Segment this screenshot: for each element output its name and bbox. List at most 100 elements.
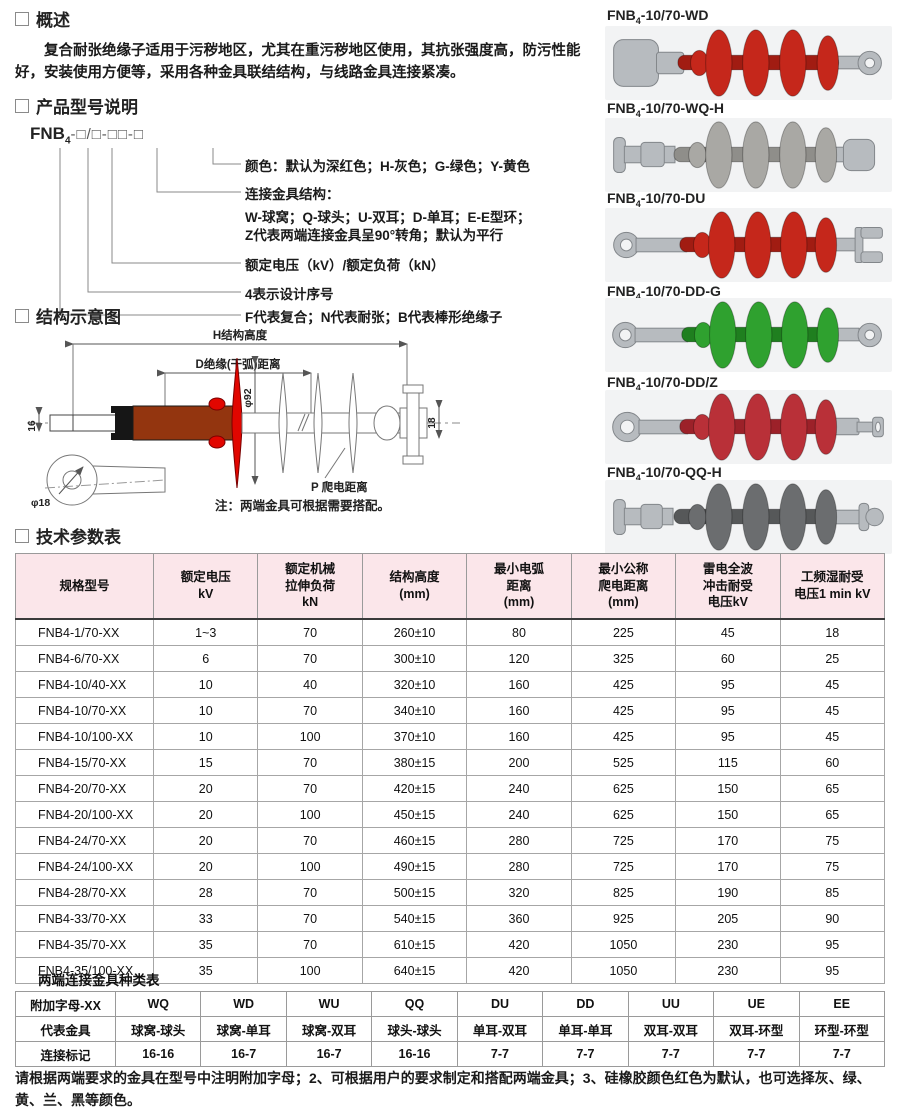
fitting-cell: 7-7 xyxy=(456,1041,544,1067)
fitting-cell: 7-7 xyxy=(798,1041,885,1067)
fitting-cell: DD xyxy=(542,991,629,1017)
spec-value-cell: 65 xyxy=(779,775,886,802)
spec-row: FNB4-28/70-XX 28 70 500±15 320 825 190 85 xyxy=(15,879,886,906)
spec-header-cell: 结构高度 (mm) xyxy=(361,553,468,620)
spec-value-cell: 25 xyxy=(779,645,886,672)
spec-value-cell: 300±10 xyxy=(361,645,468,672)
dim-18-label: 18 xyxy=(427,417,438,429)
spec-value-cell: 95 xyxy=(675,723,781,750)
spec-value-cell: 160 xyxy=(466,697,572,724)
square-bullet-icon xyxy=(15,98,29,113)
spec-value-cell: 240 xyxy=(466,775,572,802)
fitting-cell: WQ xyxy=(114,991,202,1017)
spec-row: FNB4-20/100-XX 20 100 450±15 240 625 150 65 xyxy=(15,801,886,828)
structure-diagram: H结构高度 D绝缘(干弧)距离 16 φ92 xyxy=(15,328,515,526)
spec-model-cell: FNB4-20/70-XX xyxy=(15,775,154,802)
square-bullet-icon xyxy=(15,11,29,26)
spec-value-cell: 150 xyxy=(675,775,781,802)
spec-value-cell: 640±15 xyxy=(361,957,468,984)
spec-value-cell: 230 xyxy=(675,931,781,958)
fitting-cell: 单耳-双耳 xyxy=(456,1016,544,1042)
spec-value-cell: 625 xyxy=(570,775,677,802)
spec-value-cell: 610±15 xyxy=(361,931,468,958)
spec-value-cell: 425 xyxy=(570,697,677,724)
spec-value-cell: 325 xyxy=(570,645,677,672)
section-overview-heading: 概述 xyxy=(15,6,70,31)
designation-line: 额定电压（kV）/额定负荷（kN） xyxy=(245,258,445,273)
section-title: 技术参数表 xyxy=(36,528,121,547)
product-label: FNB4-10/70-DD-G xyxy=(607,283,721,302)
fitting-cell: 16-7 xyxy=(200,1041,287,1067)
fitting-table: 附加字母-XX WQ WD WU QQ DU DD UU UE EE 代表金具 球窝-球头 球窝-单耳球… xyxy=(15,991,885,1067)
model-boxes: -□/□-□□-□ xyxy=(70,126,144,143)
spec-row: FNB4-24/70-XX 20 70 460±15 280 725 170 75 xyxy=(15,827,886,854)
spec-value-cell: 40 xyxy=(257,671,363,698)
fitting-cell: QQ xyxy=(371,991,458,1017)
spec-value-cell: 85 xyxy=(779,879,886,906)
spec-model-cell: FNB4-6/70-XX xyxy=(15,645,154,672)
spec-value-cell: 200 xyxy=(466,749,572,776)
spec-row: FNB4-10/100-XX 10 100 370±10 160 425 95 45 xyxy=(15,723,886,750)
spec-value-cell: 420±15 xyxy=(361,775,468,802)
spec-value-cell: 28 xyxy=(152,879,259,906)
fitting-cell: 球窝-球头 xyxy=(114,1016,202,1042)
spec-value-cell: 10 xyxy=(152,697,259,724)
model-designation-diagram: FNB4-□/□-□□-□ 颜色：默认为深红色；H-灰色；G-绿色；Y-黄色 连… xyxy=(15,118,600,330)
section-title: 概述 xyxy=(36,11,70,30)
spec-model-cell: FNB4-33/70-XX xyxy=(15,905,154,932)
spec-value-cell: 260±10 xyxy=(361,618,468,646)
spec-value-cell: 20 xyxy=(152,801,259,828)
spec-value-cell: 45 xyxy=(779,723,886,750)
fitting-row: 连接标记 16-16 16-7 16-7 16-16 7-7 7-7 7-7 7-7 7-7 xyxy=(15,1041,885,1067)
insulator-photo-qq-h xyxy=(605,480,892,554)
spec-row: FNB4-35/100-XX 35 100 640±15 420 1050 230 95 xyxy=(15,957,886,984)
product-label: FNB4-10/70-QQ-H xyxy=(607,464,722,483)
spec-value-cell: 230 xyxy=(675,957,781,984)
spec-value-cell: 70 xyxy=(257,905,363,932)
fitting-cell: 7-7 xyxy=(627,1041,715,1067)
product-label: FNB4-10/70-WQ-H xyxy=(607,100,725,119)
spec-value-cell: 95 xyxy=(675,697,781,724)
square-bullet-icon xyxy=(15,308,29,323)
spec-value-cell: 500±15 xyxy=(361,879,468,906)
spec-value-cell: 95 xyxy=(779,957,886,984)
fitting-cell: 球窝-单耳 xyxy=(200,1016,287,1042)
spec-value-cell: 540±15 xyxy=(361,905,468,932)
spec-value-cell: 320±10 xyxy=(361,671,468,698)
spec-model-cell: FNB4-10/40-XX xyxy=(15,671,154,698)
spec-row: FNB4-10/70-XX 10 70 340±10 160 425 95 45 xyxy=(15,697,886,724)
spec-header-cell: 最小电弧 距离 (mm) xyxy=(466,553,572,620)
spec-value-cell: 70 xyxy=(257,697,363,724)
spec-value-cell: 95 xyxy=(675,671,781,698)
dim-16-label: 16 xyxy=(27,420,38,432)
fitting-cell: 16-7 xyxy=(285,1041,373,1067)
spec-value-cell: 100 xyxy=(257,853,363,880)
spec-value-cell: 170 xyxy=(675,853,781,880)
spec-header-cell: 最小公称 爬电距离 (mm) xyxy=(570,553,677,620)
fitting-table-title: 两端连接金具种类表 xyxy=(38,973,160,988)
square-bullet-icon xyxy=(15,528,29,543)
spec-value-cell: 20 xyxy=(152,775,259,802)
fitting-cell: 球头-球头 xyxy=(371,1016,458,1042)
fitting-cell: WD xyxy=(200,991,287,1017)
fitting-cell: UU xyxy=(627,991,715,1017)
spec-value-cell: 120 xyxy=(466,645,572,672)
spec-table-body: FNB4-1/70-XX 1~3 70 260±10 80 225 45 18 FNB4-6/7… xyxy=(15,618,886,984)
spec-value-cell: 15 xyxy=(152,749,259,776)
fitting-cell: 7-7 xyxy=(713,1041,800,1067)
spec-value-cell: 205 xyxy=(675,905,781,932)
model-formula: FNB4-□/□-□□-□ xyxy=(30,124,144,146)
fitting-cell: 环型-环型 xyxy=(798,1016,885,1042)
spec-model-cell: FNB4-15/70-XX xyxy=(15,749,154,776)
spec-header-row: 规格型号 额定电压 kV 额定机械 拉伸负荷 kN 结构高度 (mm) 最小电弧 距离 … xyxy=(15,553,886,620)
spec-value-cell: 160 xyxy=(466,671,572,698)
designation-connector-lines xyxy=(59,148,241,316)
spec-header-cell: 雷电全波 冲击耐受 电压kV xyxy=(675,553,781,620)
product-label: FNB4-10/70-WD xyxy=(607,7,709,26)
fitting-cell: UE xyxy=(713,991,800,1017)
spec-value-cell: 490±15 xyxy=(361,853,468,880)
spec-value-cell: 70 xyxy=(257,827,363,854)
spec-value-cell: 925 xyxy=(570,905,677,932)
spec-value-cell: 280 xyxy=(466,827,572,854)
spec-value-cell: 1~3 xyxy=(152,618,259,646)
